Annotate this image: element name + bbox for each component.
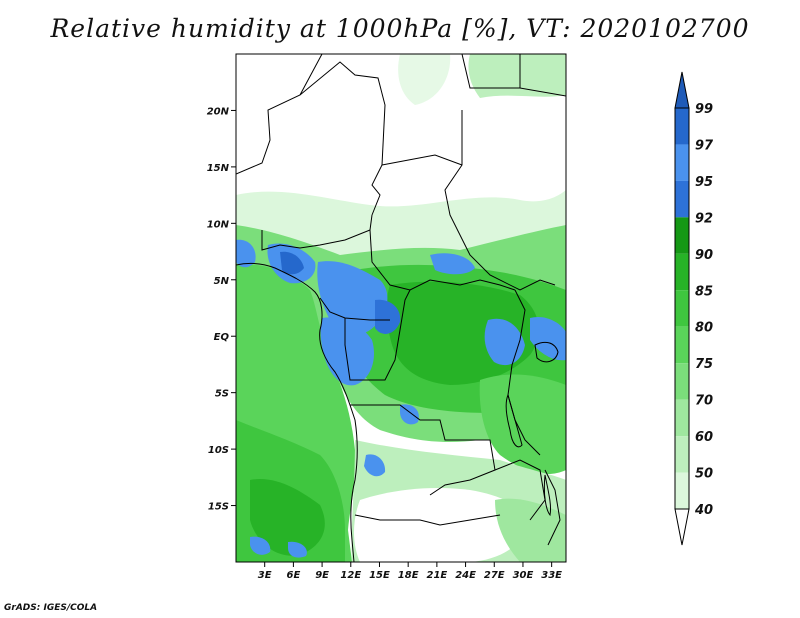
- high-humidity-patch-central: [375, 299, 401, 334]
- east-humid-lobe: [479, 374, 566, 475]
- credit-text: GrADS: IGES/COLA: [4, 603, 98, 613]
- lon-tick-label: 24E: [455, 570, 476, 581]
- ocean-dark-patch: [250, 479, 325, 556]
- border-congo: [344, 289, 411, 381]
- high-humidity-patch-gabon: [320, 317, 375, 386]
- lon-tick-label: 27E: [484, 570, 505, 581]
- lon-tick-label: 3E: [258, 570, 272, 581]
- colorbar-swatch: [675, 144, 689, 181]
- colorbar-above-arrow: [674, 71, 690, 109]
- colorbar-level-label: 95: [695, 175, 713, 190]
- border-drc-east: [507, 289, 541, 456]
- lat-tick-label: 15S: [208, 502, 229, 513]
- border-chad-east: [444, 110, 556, 291]
- country-borders: [236, 54, 566, 562]
- north-light-patch: [398, 54, 451, 105]
- map-frame: [235, 53, 567, 563]
- colorbar-swatch: [675, 363, 689, 400]
- colorbar-outline: [674, 107, 690, 510]
- high-humidity-patch-southwest: [364, 454, 386, 477]
- high-humidity-patch-east: [484, 318, 525, 366]
- lat-tick-label: 5N: [214, 276, 230, 287]
- colorbar-swatch: [675, 253, 689, 291]
- border-angola: [350, 404, 496, 496]
- colorbar-swatch: [675, 180, 689, 218]
- lake-tanganyika: [505, 393, 523, 448]
- lat-tick-label: 10N: [207, 219, 230, 230]
- map-title: Relative humidity at 1000hPa [%], VT: 20…: [50, 14, 750, 43]
- lat-tick-label: 10S: [208, 445, 229, 456]
- southeast-light-patch: [495, 498, 566, 562]
- lat-tick-label: 15N: [207, 163, 230, 174]
- colorbar-swatch: [675, 472, 689, 509]
- lon-tick-label: 30E: [513, 570, 534, 581]
- border-north-2: [299, 54, 323, 96]
- border-angola-south: [354, 514, 501, 526]
- colorbar-level-label: 97: [695, 138, 714, 153]
- colorbar-level-label: 50: [695, 467, 713, 482]
- high-humidity-patch-coast-south: [250, 536, 271, 555]
- border-chad-sudan: [461, 54, 566, 97]
- humidity-field: [236, 54, 566, 562]
- high-humidity-patch-cameroon: [317, 261, 388, 336]
- colorbar-level-label: 75: [695, 357, 713, 372]
- colorbar-swatch: [675, 108, 689, 145]
- northeast-light-patch: [468, 54, 566, 98]
- colorbar-level-label: 60: [695, 430, 713, 445]
- lat-tick-label: EQ: [214, 332, 230, 343]
- colorbar-swatch: [675, 436, 689, 473]
- lon-tick-label: 15E: [369, 570, 390, 581]
- lake-victoria: [534, 341, 559, 363]
- colorbar-level-label: 70: [695, 394, 713, 409]
- colorbar: 40 50 60 70 75 80 85 90 92 95 97 99: [674, 71, 714, 546]
- longitude-axis: 3E 6E 9E 12E 15E 18E 21E 24E 27E 30E 33E: [258, 562, 562, 581]
- colorbar-swatch: [675, 399, 689, 437]
- colorbar-swatch: [675, 326, 689, 364]
- colorbar-level-label: 92: [695, 211, 713, 226]
- colorbar-swatch: [675, 217, 689, 254]
- border-nigeria: [261, 214, 373, 251]
- lon-tick-label: 12E: [340, 570, 361, 581]
- latitude-axis: 20N 15N 10N 5N EQ 5S 10S 15S: [207, 106, 236, 513]
- high-humidity-patch-south-center: [400, 404, 419, 425]
- colorbar-level-label: 90: [695, 248, 713, 263]
- lon-tick-label: 6E: [286, 570, 300, 581]
- border-north-1: [236, 61, 386, 216]
- colorbar-level-label: 80: [695, 321, 713, 336]
- colorbar-swatch: [675, 290, 689, 327]
- border-niger-chad: [381, 154, 463, 166]
- lon-tick-label: 9E: [315, 570, 329, 581]
- coastal-high-humidity-west: [236, 239, 256, 268]
- colorbar-below-arrow: [674, 508, 690, 546]
- colorbar-level-label: 40: [694, 503, 713, 518]
- high-humidity-patch-coast-south-2: [288, 541, 307, 558]
- high-humidity-patch-nigeria-core: [280, 251, 304, 275]
- lon-tick-label: 33E: [541, 570, 562, 581]
- lake-malawi: [543, 474, 551, 517]
- border-mozambique: [544, 469, 561, 546]
- colorbar-level-label: 85: [695, 284, 713, 299]
- lat-tick-label: 5S: [215, 389, 229, 400]
- lat-tick-label: 20N: [207, 106, 230, 117]
- lon-tick-label: 21E: [426, 570, 447, 581]
- colorbar-level-label: 99: [695, 102, 713, 117]
- lon-tick-label: 18E: [398, 570, 419, 581]
- border-car: [369, 229, 516, 291]
- border-zambia: [494, 459, 546, 521]
- coastline-west: [236, 262, 358, 562]
- high-humidity-patch-northeast: [430, 253, 475, 275]
